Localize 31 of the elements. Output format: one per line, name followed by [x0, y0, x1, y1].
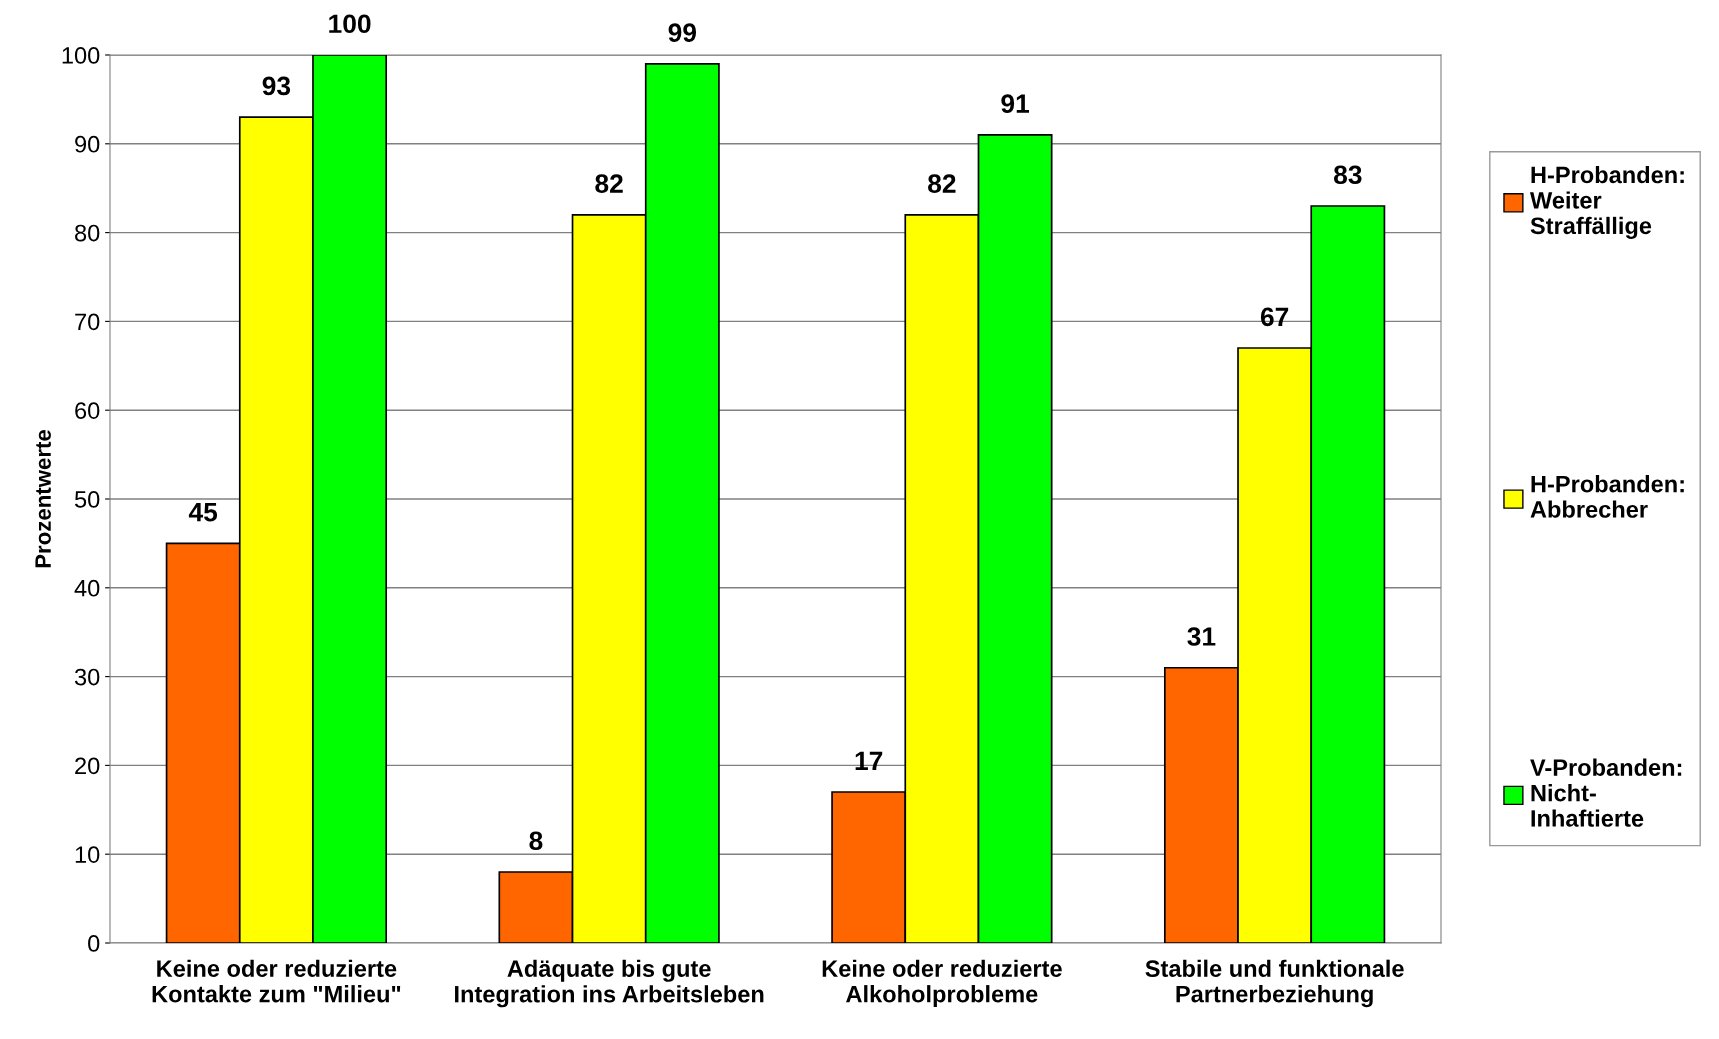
- x-tick-label: Adäquate bis gute Integration ins Arbeitsleben: [455, 959, 764, 1008]
- y-tick-label: 10: [75, 846, 100, 863]
- y-tick-label: 40: [74, 579, 100, 597]
- y-tick-label: 30: [74, 668, 100, 686]
- y-tick-label: 80: [75, 224, 100, 242]
- x-tick-label: Keine oder reduzierte Alkoholprobleme: [822, 959, 1062, 1008]
- y-tick-label: 50: [74, 491, 100, 508]
- data-label: 17: [855, 751, 883, 770]
- y-tick-label: 90: [75, 135, 100, 153]
- data-label: 8: [529, 831, 543, 851]
- x-tick-label: Keine oder reduzierte Kontakte zum "Milieu": [152, 959, 401, 1003]
- data-label: 67: [1260, 307, 1289, 327]
- y-tick-label: 70: [75, 313, 100, 331]
- legend-label: V-Probanden: Nicht- Inhaftierte: [1530, 758, 1682, 827]
- y-tick-label: 60: [75, 402, 100, 419]
- data-label: 99: [668, 23, 697, 42]
- data-label: 83: [1333, 165, 1362, 185]
- y-tick-label: 0: [88, 935, 100, 952]
- legend-label: H-Probanden: Weiter Straffällige: [1529, 165, 1684, 239]
- y-tick-label: 20: [75, 757, 100, 775]
- legend-label: H-Probanden: Abbrecher: [1530, 475, 1684, 518]
- y-axis-title: Prozentwerte: [35, 429, 51, 568]
- data-label: 31: [1187, 627, 1216, 646]
- data-label: 82: [595, 174, 623, 193]
- data-label: 82: [928, 174, 956, 193]
- data-label: 93: [262, 76, 291, 96]
- y-tick-label: 100: [62, 47, 100, 64]
- data-label: 91: [1001, 94, 1030, 114]
- data-label: 45: [188, 503, 218, 522]
- data-label: 100: [329, 14, 371, 34]
- x-tick-label: Stabile und funktionale Partnerbeziehung: [1145, 959, 1404, 1008]
